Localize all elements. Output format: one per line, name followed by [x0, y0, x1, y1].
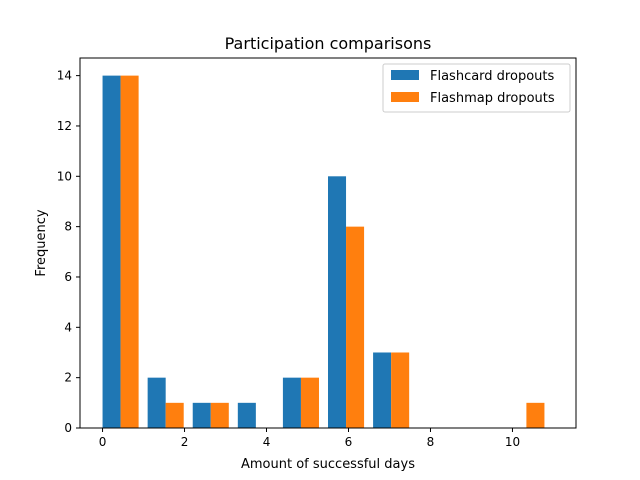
bar [346, 226, 365, 428]
x-tick-label: 8 [427, 435, 435, 449]
y-tick-label: 4 [64, 320, 72, 334]
bar [282, 377, 301, 428]
y-tick-label: 8 [64, 220, 72, 234]
bars-group [102, 75, 545, 429]
legend-swatch-flashmap [391, 92, 419, 102]
x-tick-label: 6 [345, 435, 353, 449]
bar [147, 377, 166, 428]
bar [102, 75, 121, 429]
bar [391, 352, 410, 428]
x-tick-label: 4 [263, 435, 271, 449]
bar [373, 352, 392, 428]
bar [328, 176, 347, 428]
legend-label-flashcard: Flashcard dropouts [430, 69, 554, 84]
plot-area-frame [79, 57, 577, 429]
legend-label-flashmap: Flashmap dropouts [430, 91, 555, 106]
chart-title: Participation comparisons [225, 34, 432, 53]
bar [237, 402, 256, 428]
y-tick-label: 2 [64, 371, 72, 385]
y-tick-label: 12 [57, 119, 72, 133]
y-tick-label: 6 [64, 270, 72, 284]
y-axis-label: Frequency [34, 209, 49, 276]
y-axis-ticks: 0 2 4 6 8 10 12 14 [57, 69, 80, 435]
bar [120, 75, 139, 429]
legend: Flashcard dropouts Flashmap dropouts [382, 63, 571, 113]
bar [526, 402, 545, 428]
y-tick-label: 14 [57, 69, 72, 83]
y-tick-label: 10 [57, 169, 72, 183]
x-tick-label: 10 [505, 435, 520, 449]
bar [192, 402, 211, 428]
bar [300, 377, 319, 428]
bar [165, 402, 184, 428]
legend-box [382, 63, 571, 113]
x-tick-label: 2 [181, 435, 189, 449]
y-tick-label: 0 [64, 421, 72, 435]
x-axis-label: Amount of successful days [241, 457, 415, 472]
bar [210, 402, 229, 428]
legend-swatch-flashcard [391, 70, 419, 80]
x-axis-ticks: 0 2 4 6 8 10 [99, 428, 520, 449]
x-tick-label: 0 [99, 435, 107, 449]
